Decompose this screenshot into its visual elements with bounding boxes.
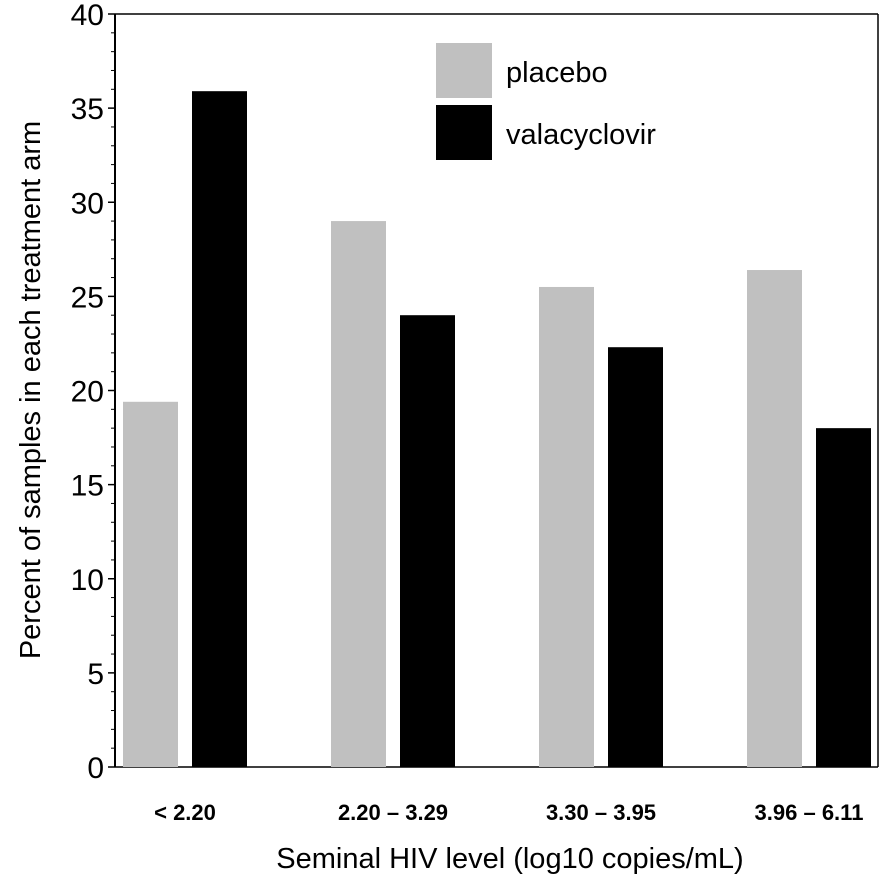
bar-placebo-3 xyxy=(747,270,802,767)
y-tick-label: 25 xyxy=(71,281,104,314)
legend: placebo valacyclovir xyxy=(436,43,656,160)
y-tick-label: 0 xyxy=(87,752,104,785)
x-category-label: 3.96 – 6.11 xyxy=(755,800,864,825)
y-tick-label: 40 xyxy=(71,0,104,32)
legend-swatch-valacyclovir xyxy=(436,105,492,160)
bar-series-group xyxy=(123,91,871,768)
bar-valacyclovir-2 xyxy=(608,347,663,767)
bar-placebo-1 xyxy=(331,221,386,767)
x-category-label: 3.30 – 3.95 xyxy=(546,800,656,825)
y-tick-label: 30 xyxy=(71,187,104,220)
x-axis-category-labels: < 2.20 2.20 – 3.29 3.30 – 3.95 3.96 – 6.11 xyxy=(154,800,863,825)
x-axis-title: Seminal HIV level (log10 copies/mL) xyxy=(276,843,743,875)
y-axis-ticks xyxy=(108,13,115,768)
x-category-label: < 2.20 xyxy=(154,800,216,825)
bar-placebo-0 xyxy=(123,401,178,767)
y-tick-label: 35 xyxy=(71,93,104,126)
y-axis-tick-labels: 0 5 10 15 20 25 30 35 40 xyxy=(71,0,104,785)
bar-placebo-2 xyxy=(539,286,594,767)
bar-valacyclovir-0 xyxy=(192,91,247,768)
bar-valacyclovir-1 xyxy=(400,315,455,767)
bar-valacyclovir-3 xyxy=(816,428,871,767)
legend-label-valacyclovir: valacyclovir xyxy=(506,119,656,151)
y-tick-label: 10 xyxy=(71,564,104,597)
y-tick-label: 5 xyxy=(87,658,104,691)
y-tick-label: 15 xyxy=(71,470,104,503)
x-category-label: 2.20 – 3.29 xyxy=(338,800,448,825)
y-axis-title: Percent of samples in each treatment arm xyxy=(15,121,47,659)
legend-swatch-placebo xyxy=(436,43,492,98)
y-tick-label: 20 xyxy=(71,376,104,409)
legend-label-placebo: placebo xyxy=(506,57,608,89)
